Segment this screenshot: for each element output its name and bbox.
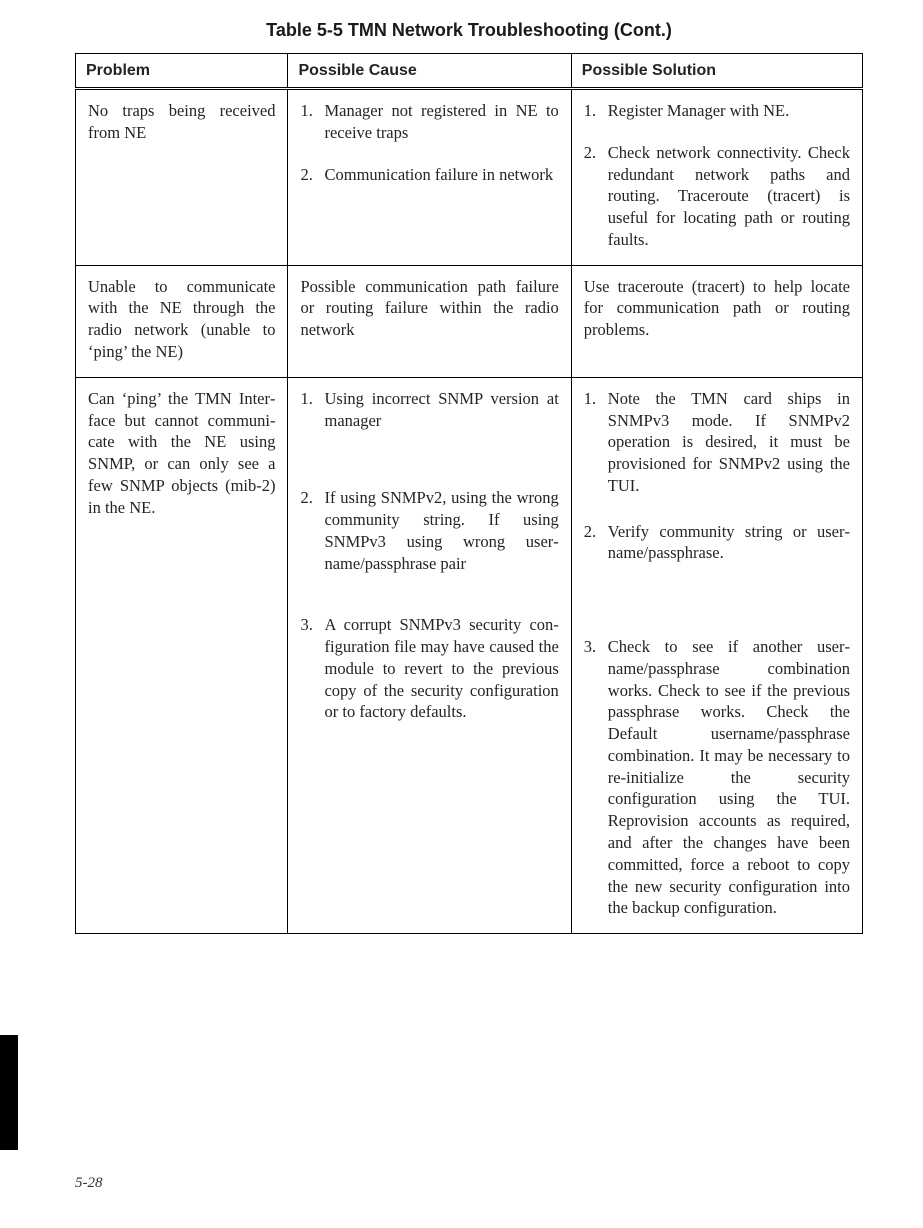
list-item: Verify community string or user­name/pas… [584, 521, 850, 565]
col-header-problem: Problem [76, 54, 288, 89]
list-item: Check to see if another user­name/passph… [584, 636, 850, 919]
col-header-cause: Possible Cause [288, 54, 571, 89]
cell-problem: Can ‘ping’ the TMN Inter­face but cannot… [76, 377, 288, 933]
side-tab [0, 1035, 18, 1150]
list-item: Note the TMN card ships in SNMPv3 mode. … [584, 388, 850, 497]
cell-cause: Using incorrect SNMP version at manager … [288, 377, 571, 933]
list-item: A corrupt SNMPv3 security con­figuration… [300, 614, 558, 723]
cell-problem: Unable to communicate with the NE throug… [76, 265, 288, 377]
troubleshooting-table: Problem Possible Cause Possible Solution… [75, 53, 863, 934]
cell-problem: No traps being received from NE [76, 89, 288, 266]
solution-list: Register Manager with NE. Check network … [584, 100, 850, 251]
list-item: Register Manager with NE. [584, 100, 850, 122]
table-header-row: Problem Possible Cause Possible Solution [76, 54, 863, 89]
cell-cause: Manager not registered in NE to receive … [288, 89, 571, 266]
list-item: Communication failure in net­work [300, 164, 558, 186]
table-row: Can ‘ping’ the TMN Inter­face but cannot… [76, 377, 863, 933]
page: Table 5-5 TMN Network Troubleshooting (C… [0, 0, 923, 934]
table-row: Unable to communicate with the NE throug… [76, 265, 863, 377]
list-item: Using incorrect SNMP version at manager [300, 388, 558, 432]
cause-list: Manager not registered in NE to receive … [300, 100, 558, 185]
solution-list: Note the TMN card ships in SNMPv3 mode. … [584, 388, 850, 919]
cause-list: Using incorrect SNMP version at manager … [300, 388, 558, 723]
cell-solution: Note the TMN card ships in SNMPv3 mode. … [571, 377, 862, 933]
cell-cause: Possible communication path failure or r… [288, 265, 571, 377]
list-item: Manager not registered in NE to receive … [300, 100, 558, 144]
col-header-solution: Possible Solution [571, 54, 862, 89]
table-caption: Table 5-5 TMN Network Troubleshooting (C… [75, 20, 863, 41]
list-item: Check network connectivity. Check redund… [584, 142, 850, 251]
table-row: No traps being received from NE Manager … [76, 89, 863, 266]
cell-solution: Register Manager with NE. Check network … [571, 89, 862, 266]
list-item: If using SNMPv2, using the wrong communi… [300, 487, 558, 574]
page-number: 5-28 [75, 1175, 103, 1192]
cell-solution: Use traceroute (tracert) to help locate … [571, 265, 862, 377]
